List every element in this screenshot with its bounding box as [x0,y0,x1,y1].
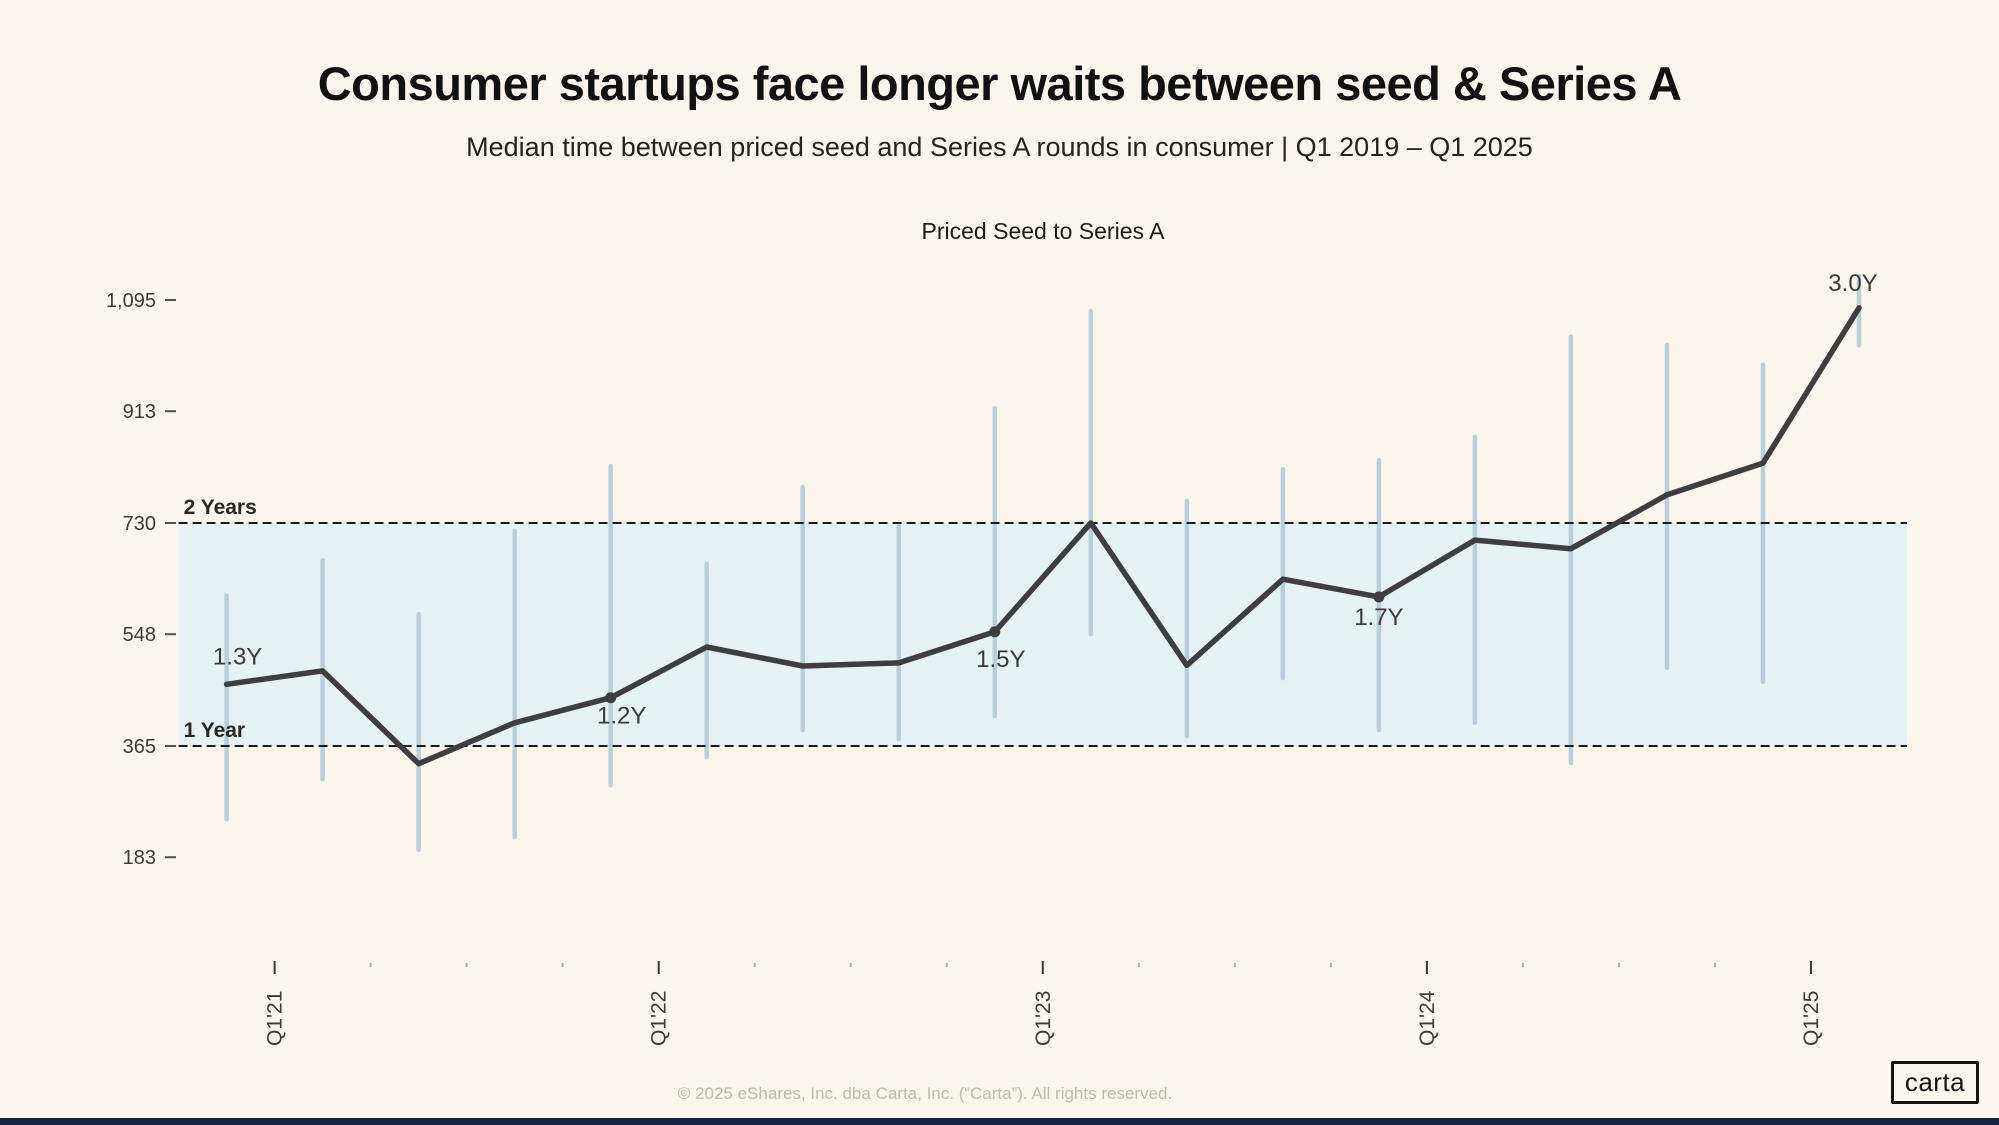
x-axis-label: Q1'22 [648,991,671,1046]
value-label: 1.5Y [976,646,1025,673]
x-axis-label: Q1'24 [1416,990,1439,1046]
value-label: 1.2Y [597,703,646,730]
x-axis-label: Q1'21 [264,991,287,1046]
y-axis-label: 1,095 [106,290,156,312]
page-subtitle: Median time between priced seed and Seri… [466,132,1533,162]
chart-title: Priced Seed to Series A [921,218,1165,244]
copyright-footer: © 2025 eShares, Inc. dba Carta, Inc. (“C… [677,1084,1173,1103]
value-label: 3.0Y [1828,270,1877,297]
y-axis-label: 730 [123,513,156,535]
y-axis-label: 183 [123,847,156,869]
carta-logo-text: carta [1904,1067,1966,1097]
value-label: 1.3Y [213,643,262,670]
reference-band [178,523,1908,746]
data-point-marker [989,626,1001,638]
bottom-accent-bar [0,1118,1999,1125]
carta-logo: carta [1891,1061,1979,1104]
y-axis-label: 365 [123,736,156,758]
y-axis-label: 913 [123,401,156,423]
data-point-marker [1373,591,1385,603]
reference-line-label: 1 Year [184,719,246,742]
reference-line-label: 2 Years [184,496,257,519]
y-axis-label: 548 [123,624,156,646]
page-title: Consumer startups face longer waits betw… [317,57,1682,110]
value-label: 1.7Y [1354,604,1403,631]
median-line [223,305,1862,767]
data-point-marker [605,692,617,704]
x-axis-label: Q1'25 [1800,991,1823,1046]
x-axis-label: Q1'23 [1032,991,1055,1046]
